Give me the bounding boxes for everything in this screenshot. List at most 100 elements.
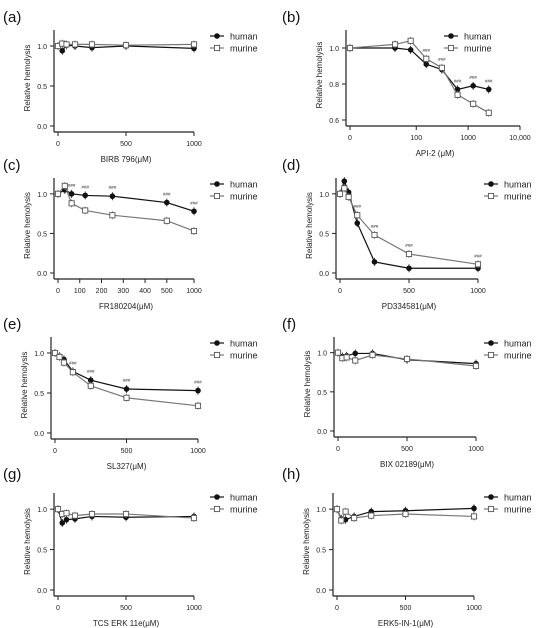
data-point-murine [54,190,62,197]
x-axis-label: API-2 (μM) [416,149,455,158]
y-tick-label: 0.0 [37,124,47,131]
data-point-human [164,199,170,206]
x-axis-label: SL327(μM) [107,462,147,471]
data-point-murine [405,250,413,258]
y-tick-label: 0.5 [37,548,47,555]
legend: human murine [210,493,258,515]
data-point-murine [88,41,96,48]
data-point-murine [369,351,376,359]
data-point-human [123,386,130,392]
panel-c: 0.0 0.5 1.0 0 100 200 300 400 500 1000 FR180204(μM… [3,157,258,311]
y-tick-label: 0.5 [34,391,44,398]
legend-label: human [464,32,492,42]
data-point-murine [371,231,378,239]
x-tick-label: 1000 [466,605,482,612]
y-axis-label: Relative hemolysis [23,508,32,575]
y-tick-label: 0.0 [317,429,327,436]
x-tick-label: 0 [56,288,60,295]
data-point-murine [474,261,482,268]
y-tick-label: 1.0 [329,46,339,53]
data-point-murine [71,41,79,48]
series-line-human [54,352,199,392]
x-tick-label: 500 [120,605,132,612]
x-tick-label: 500 [161,288,173,295]
data-point-murine [368,512,375,519]
panel-label: (g) [3,466,21,483]
data-point-murine [438,64,445,71]
x-tick-label: 1000 [468,446,484,453]
data-point-human [371,259,378,265]
x-tick-label: 0 [336,446,340,453]
y-axis-label: Relative hemolysis [302,508,311,575]
data-point-human [59,48,66,54]
x-tick-label: 500 [401,446,413,453]
y-tick-label: 0.5 [37,84,47,91]
data-point-murine [60,359,67,366]
panel-b: 0.6 0.8 1.0 0 100 1000 10,000 API-2 (μM) Relativ… [282,9,531,158]
data-point-murine [341,185,348,192]
data-point-murine [336,190,344,197]
legend-label: murine [230,44,258,54]
y-tick-label: 0.0 [316,588,326,595]
y-tick-label: 0.0 [319,271,329,278]
data-point-human [341,178,348,184]
y-tick-label: 0.5 [316,548,326,555]
data-point-murine [470,100,477,107]
series-line-human [350,47,489,91]
legend-label: murine [464,44,492,54]
data-point-murine [190,41,198,48]
x-tick-label: 1000 [186,605,202,612]
data-point-human [63,516,70,523]
data-point-human [109,193,116,200]
data-point-murine [333,506,341,513]
legend-marker [213,505,221,513]
significance-annotation: ### [69,360,77,365]
y-tick-label: 1.0 [37,192,47,199]
y-tick-label: 0.0 [37,588,47,595]
x-tick-label: 1000 [460,135,476,142]
data-point-murine [87,382,94,389]
y-axis-label: Relative hemolysis [23,45,32,112]
data-point-murine [63,510,70,517]
panel-label: (d) [282,157,300,174]
legend-marker [487,505,495,513]
y-axis-label: Relative hemolysis [315,42,324,109]
data-point-murine [407,37,414,44]
significance-annotation: ### [423,48,431,53]
legend: human murine [484,493,532,515]
legend-label: human [504,180,532,190]
legend-label: murine [230,351,258,361]
data-point-human [407,47,414,53]
y-axis-label: Relative hemolysis [23,192,32,259]
y-tick-label: 0.5 [37,231,47,238]
significance-annotation: ### [454,78,462,83]
y-tick-label: 1.0 [317,351,327,358]
data-point-human [82,192,88,199]
legend-marker [448,33,454,39]
x-tick-label: 100 [410,135,422,142]
x-tick-label: 10,000 [509,135,531,142]
x-tick-label: 500 [120,141,132,148]
legend-label: human [230,339,258,349]
data-point-murine [346,44,354,52]
y-tick-label: 1.0 [37,507,47,514]
data-point-murine [352,357,359,364]
data-point-murine [472,362,480,370]
y-tick-label: 0.0 [37,271,47,278]
data-point-murine [61,182,68,189]
data-point-human [471,505,477,512]
y-tick-label: 1.0 [316,507,326,514]
data-point-murine [338,517,345,524]
data-point-human [423,61,430,67]
data-point-murine [342,508,349,515]
legend-label: murine [504,505,532,515]
x-tick-label: 0 [56,141,60,148]
data-point-murine [63,41,70,48]
data-point-murine [54,506,62,513]
legend-label: human [230,180,258,190]
x-tick-label: 0 [53,448,57,455]
legend-label: murine [504,351,532,361]
legend-marker [488,340,494,346]
series-line-murine [57,184,195,232]
